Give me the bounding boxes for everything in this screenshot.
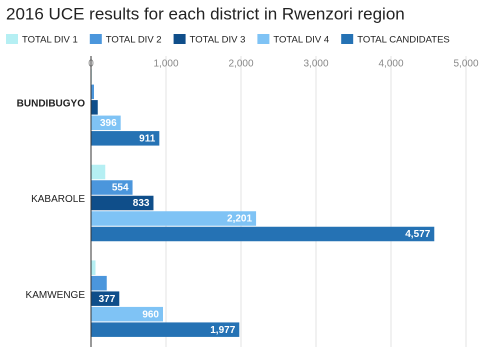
legend-swatch	[89, 34, 102, 44]
x-tick-label: 4,000	[378, 59, 403, 70]
category-label: BUNDIBUGYO	[17, 98, 86, 109]
bar	[91, 211, 257, 226]
bar	[91, 291, 120, 306]
legend-label: TOTAL DIV 1	[22, 35, 78, 46]
value-label: 1,977	[210, 325, 235, 336]
bar	[91, 275, 107, 291]
bar	[91, 164, 106, 180]
legend-swatch	[6, 34, 18, 44]
bar	[91, 226, 435, 242]
value-label: 960	[142, 309, 159, 320]
value-label: 911	[139, 133, 156, 144]
bar	[91, 195, 154, 211]
x-tick-label: 1,000	[153, 59, 178, 70]
value-label: 833	[133, 198, 150, 209]
bar	[91, 100, 98, 115]
legend-label: TOTAL DIV 4	[273, 35, 329, 46]
legend-swatch	[257, 34, 270, 44]
value-label: 2,201	[227, 214, 252, 225]
value-label: 4,577	[405, 229, 430, 240]
bar	[91, 180, 133, 195]
x-tick-label: 5,000	[453, 59, 478, 70]
bar	[91, 260, 96, 275]
legend-label: TOTAL CANDIDATES	[357, 35, 450, 46]
category-label: KAMWENGE	[26, 290, 86, 301]
chart-title: 2016 UCE results for each district in Rw…	[6, 4, 405, 23]
bar	[91, 115, 121, 131]
category-label: KABAROLE	[31, 194, 85, 205]
bar	[91, 322, 240, 337]
value-label: 554	[112, 183, 129, 194]
legend-swatch	[341, 34, 354, 44]
bar	[91, 306, 163, 322]
bar	[91, 84, 94, 100]
x-tick-label: 3,000	[303, 59, 328, 70]
value-label: 377	[99, 294, 116, 305]
x-tick-label: 2,000	[228, 59, 253, 70]
value-label: 396	[100, 118, 117, 129]
legend-swatch	[173, 34, 186, 44]
legend-label: TOTAL DIV 2	[106, 35, 162, 46]
legend-label: TOTAL DIV 3	[190, 35, 246, 46]
bar	[91, 131, 160, 146]
